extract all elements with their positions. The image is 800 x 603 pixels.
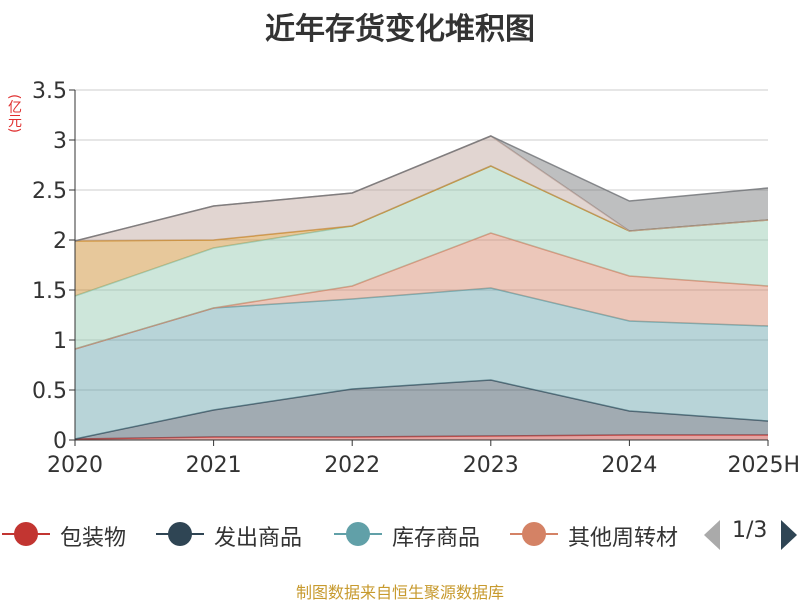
y-tick-label: 0 bbox=[53, 429, 67, 454]
series-area bbox=[75, 136, 768, 241]
y-tick-label: 3.5 bbox=[32, 79, 67, 104]
y-tick-label: 2.5 bbox=[32, 179, 67, 204]
y-tick-label: 1 bbox=[53, 329, 67, 354]
legend-marker-icon bbox=[346, 522, 370, 546]
legend-marker-icon bbox=[522, 522, 546, 546]
legend-prev-page-icon[interactable] bbox=[704, 520, 720, 550]
x-tick-label: 2021 bbox=[186, 453, 242, 478]
legend-marker-icon bbox=[168, 522, 192, 546]
legend-label: 其他周转材 bbox=[568, 526, 679, 551]
series-line bbox=[74, 232, 769, 350]
legend-label: 库存商品 bbox=[392, 526, 481, 551]
chart-title: 近年存货变化堆积图 bbox=[265, 12, 535, 47]
x-tick-label: 2022 bbox=[324, 453, 380, 478]
legend-next-page-icon[interactable] bbox=[781, 520, 797, 550]
x-tick-label: 2020 bbox=[47, 453, 103, 478]
data-source-note: 制图数据来自恒生聚源数据库 bbox=[295, 583, 504, 602]
y-tick-label: 1.5 bbox=[32, 279, 67, 304]
y-tick-label: 3 bbox=[53, 129, 67, 154]
y-tick-label: 0.5 bbox=[32, 379, 67, 404]
y-axis-unit-label: (亿元) bbox=[6, 94, 22, 133]
series-area bbox=[75, 435, 768, 440]
series-line bbox=[74, 434, 768, 440]
series-area bbox=[75, 233, 768, 349]
series-area bbox=[75, 380, 768, 439]
legend-page-indicator: 1/3 bbox=[732, 518, 768, 543]
legend: 包装物 发出商品 库存商品 其他周转材 bbox=[0, 514, 800, 554]
x-tick-label: 2025H bbox=[727, 453, 800, 478]
x-tick-label: 2024 bbox=[601, 453, 657, 478]
series-area bbox=[75, 166, 768, 349]
legend-label: 包装物 bbox=[60, 526, 127, 551]
series-line bbox=[74, 379, 769, 440]
series-line bbox=[74, 135, 769, 242]
legend-label: 发出商品 bbox=[214, 526, 303, 551]
y-tick-label: 2 bbox=[53, 229, 67, 254]
x-tick-label: 2023 bbox=[463, 453, 519, 478]
legend-marker-icon bbox=[14, 522, 38, 546]
series-area bbox=[75, 288, 768, 439]
